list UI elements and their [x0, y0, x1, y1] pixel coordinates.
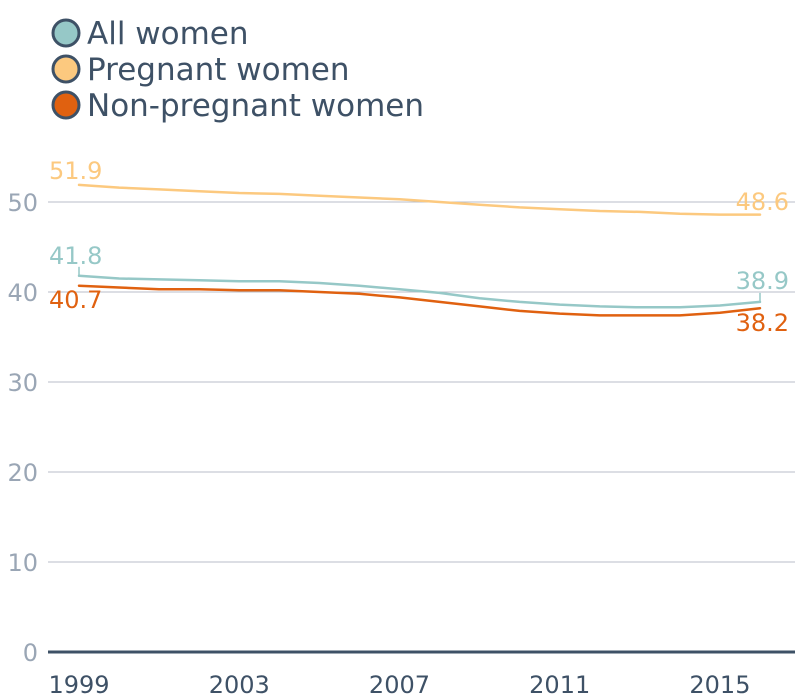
x-tick-label-1999: 1999 [48, 671, 109, 699]
legend-marker-3 [51, 90, 81, 120]
end-label-non-pregnant-women: 38.2 [736, 309, 789, 337]
y-tick-label-30: 30 [7, 369, 38, 397]
y-tick-label-20: 20 [7, 459, 38, 487]
series-line-pregnant-women [77, 183, 762, 216]
y-tick-label-50: 50 [7, 189, 38, 217]
start-label-all-women: 41.8 [49, 242, 102, 270]
series-lines [77, 183, 762, 317]
series-line-non-pregnant-women [77, 284, 762, 317]
x-tick-label-2011: 2011 [529, 671, 590, 699]
data-labels: 41.8 38.9 51.9 48.6 40.7 38.2 [49, 157, 789, 337]
y-tick-label-40: 40 [7, 279, 38, 307]
legend-label-1: All women [87, 16, 249, 52]
x-axis-ticks: 1999 2003 2007 2011 2015 [48, 671, 750, 699]
x-tick-label-2007: 2007 [369, 671, 430, 699]
end-label-pregnant-women: 48.6 [736, 188, 789, 216]
legend-marker-2 [51, 54, 81, 84]
x-tick-label-2015: 2015 [689, 671, 750, 699]
y-tick-label-0: 0 [23, 639, 38, 667]
start-label-non-pregnant-women: 40.7 [49, 286, 102, 314]
y-axis-ticks: 0 10 20 30 40 50 [7, 189, 38, 667]
grid-lines [48, 201, 795, 654]
series-line-all-women [77, 274, 762, 309]
legend-label-3: Non-pregnant women [87, 88, 424, 124]
start-label-pregnant-women: 51.9 [49, 157, 102, 185]
end-label-all-women: 38.9 [736, 267, 789, 295]
legend-marker-1 [51, 18, 81, 48]
x-tick-label-2003: 2003 [209, 671, 270, 699]
legend-label-2: Pregnant women [87, 52, 350, 88]
y-tick-label-10: 10 [7, 549, 38, 577]
